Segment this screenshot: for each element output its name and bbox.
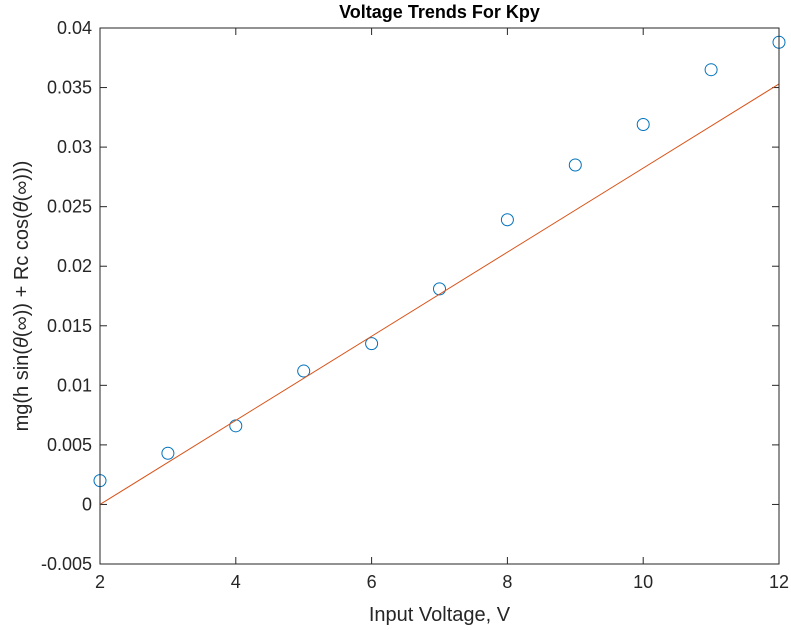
y-axis-label-part-2: (∞)) + Rc cos( [11,212,33,337]
data-point [365,337,379,351]
y-tick-label: 0.035 [47,78,92,98]
y-tick-label: 0.03 [57,137,92,157]
data-point [500,213,514,227]
y-axis-label-part-3: (∞))) [11,161,33,202]
x-tick-label: 4 [231,572,241,592]
y-tick-label: 0.01 [57,375,92,395]
y-tick-label: -0.005 [41,554,92,574]
y-tick-label: 0.005 [47,435,92,455]
x-tick-label: 8 [502,572,512,592]
x-axis-label: Input Voltage, V [369,604,511,626]
y-tick-label: 0 [82,494,92,514]
data-point [433,282,446,296]
plot-area [100,28,779,564]
x-tick-label: 12 [769,572,789,592]
plot-frame [99,27,780,565]
tick-labels: 2 4 6 8 10 12 -0.005 0 0.005 0.01 0.015 0.02 0.025 0.… [41,18,789,592]
fit-line [99,83,780,505]
chart-title: Voltage Trends For Kpy [339,2,540,22]
data-point [568,158,582,172]
y-tick-label: 0.02 [57,256,92,276]
y-tick-label: 0.025 [47,197,92,217]
y-axis-label-theta-1: θ [11,337,33,348]
data-point [704,63,718,77]
data-point [636,117,650,131]
data-point [161,446,175,460]
x-tick-label: 6 [367,572,377,592]
series [93,35,786,505]
x-tick-label: 2 [95,572,105,592]
y-axis-label: mg(h sin(θ(∞)) + Rc cos(θ(∞))) [11,161,33,432]
data-point [297,364,311,378]
y-tick-label: 0.015 [47,316,92,336]
y-axis-label-theta-2: θ [11,201,33,212]
x-tick-label: 10 [633,572,653,592]
y-axis-label-part-1: mg(h sin( [11,348,33,432]
y-tick-label: 0.04 [57,18,92,38]
